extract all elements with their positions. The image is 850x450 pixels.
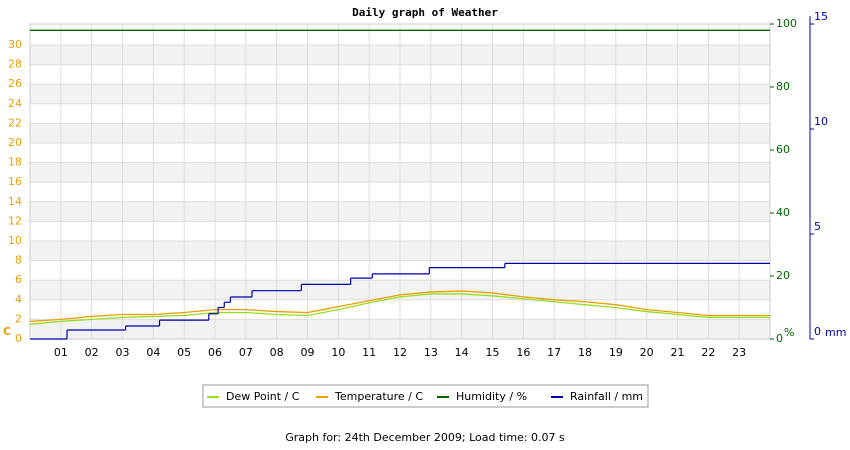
y-tick-label: 28: [8, 58, 22, 71]
y-axis-label: C: [3, 325, 11, 338]
x-tick-label: 08: [270, 346, 284, 359]
x-tick-label: 07: [239, 346, 253, 359]
x-tick-label: 23: [732, 346, 746, 359]
y-tick-label: 22: [8, 116, 22, 129]
y-tick-label: 14: [8, 195, 22, 208]
x-tick-label: 01: [54, 346, 68, 359]
x-tick-label: 09: [301, 346, 315, 359]
y-tick-label: 2: [15, 312, 22, 325]
y2-tick-label: 60: [776, 143, 790, 156]
y-tick-label: 12: [8, 214, 22, 227]
x-tick-label: 05: [177, 346, 191, 359]
y3-tick-label: 0: [814, 325, 821, 338]
x-tick-label: 20: [640, 346, 654, 359]
y-tick-label: 30: [8, 38, 22, 51]
x-tick-label: 06: [208, 346, 222, 359]
plot-border: [29, 23, 771, 340]
legend-label: Rainfall / mm: [570, 390, 643, 403]
series-line: [29, 290, 770, 323]
y-tick-label: 10: [8, 234, 22, 247]
y2-tick-label: 40: [776, 206, 790, 219]
x-tick-label: 10: [331, 346, 345, 359]
y-tick-label: 0: [15, 332, 22, 345]
y-tick-label: 8: [15, 254, 22, 267]
x-tick-label: 11: [362, 346, 376, 359]
y3-tick-label: 5: [814, 220, 821, 233]
y-tick-label: 26: [8, 77, 22, 90]
y2-tick-label: 100: [776, 17, 797, 30]
x-tick-label: 17: [547, 346, 561, 359]
y2-tick-label: 20: [776, 269, 790, 282]
y-tick-label: 20: [8, 136, 22, 149]
y2-axis-label: %: [784, 326, 794, 339]
x-tick-label: 16: [516, 346, 530, 359]
y2-tick-label: 0: [776, 332, 783, 345]
x-tick-label: 03: [116, 346, 130, 359]
legend-box: [202, 384, 649, 408]
x-tick-label: 04: [146, 346, 160, 359]
chart-title: Daily graph of Weather: [352, 6, 498, 19]
y2-tick-label: 80: [776, 80, 790, 93]
x-tick-label: 14: [455, 346, 469, 359]
y-tick-label: 18: [8, 156, 22, 169]
x-tick-label: 02: [85, 346, 99, 359]
y-tick-label: 16: [8, 175, 22, 188]
x-tick-label: 15: [486, 346, 500, 359]
legend-label: Temperature / C: [334, 390, 423, 403]
y3-tick-label: 10: [814, 115, 828, 128]
y3-axis-label: mm: [825, 326, 846, 339]
x-tick-label: 22: [701, 346, 715, 359]
x-tick-label: 13: [424, 346, 438, 359]
footer: Graph for: 24th December 2009; Load time…: [285, 431, 565, 444]
y3-tick-label: 15: [814, 10, 828, 23]
legend-label: Dew Point / C: [226, 390, 300, 403]
x-tick-label: 18: [578, 346, 592, 359]
x-tick-label: 12: [393, 346, 407, 359]
x-tick-label: 19: [609, 346, 623, 359]
x-tick-label: 21: [671, 346, 685, 359]
y-tick-label: 24: [8, 97, 22, 110]
series-line: [29, 293, 770, 325]
legend-label: Humidity / %: [456, 390, 527, 403]
y-tick-label: 6: [15, 273, 22, 286]
y-tick-label: 4: [15, 293, 22, 306]
